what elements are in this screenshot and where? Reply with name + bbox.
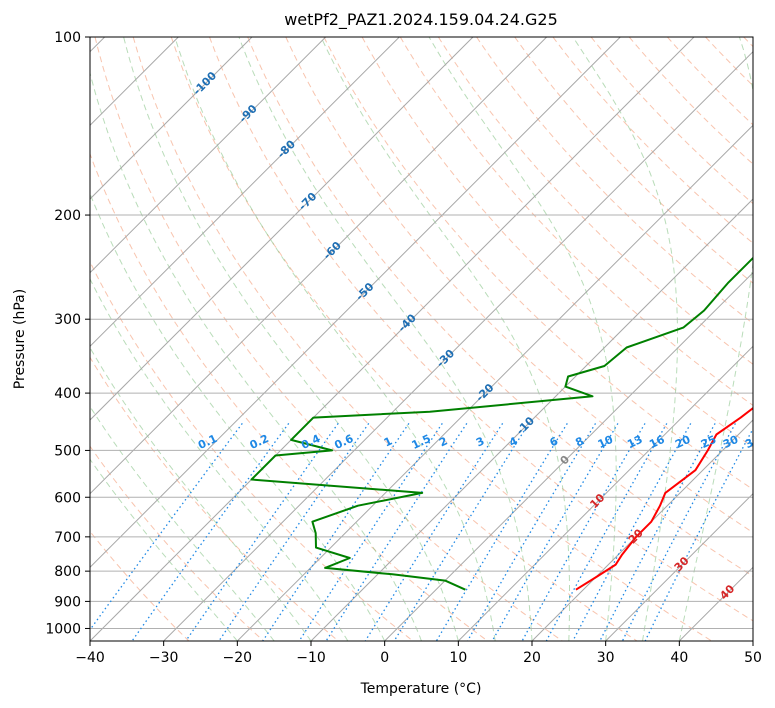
dry-adiabat	[132, 37, 638, 641]
x-tick-label: 20	[523, 650, 541, 666]
dry-adiabat	[361, 37, 753, 448]
y-tick-label: 800	[54, 564, 81, 580]
plot-area: -100-90-80-70-60-50-40-30-20-10010203040…	[90, 37, 763, 641]
mixing-ratio-line	[491, 423, 619, 641]
moist-adiabat	[428, 37, 617, 641]
mixing-ratio-line	[521, 423, 646, 641]
isotherm-line	[90, 37, 695, 641]
moist-adiabat	[320, 37, 570, 641]
y-tick-label: 200	[54, 208, 81, 224]
y-tick-label: 700	[54, 530, 81, 546]
mixing-ratio-label: 30	[721, 433, 741, 451]
x-tick-label: −20	[223, 650, 253, 666]
mixing-ratio-label: 25	[699, 433, 718, 451]
moist-adiabat	[238, 37, 533, 641]
mixing-ratio-label: 36	[743, 433, 763, 451]
x-tick-label: −10	[296, 650, 326, 666]
mixing-ratio-label: 20	[673, 433, 693, 451]
moist-adiabat	[123, 37, 459, 641]
isotherm-line	[90, 37, 327, 274]
dry-adiabat	[399, 37, 753, 407]
isotherm-line	[384, 271, 753, 641]
y-axis: 100 200 300 400 500 600 700 800 900 1000	[45, 30, 90, 637]
mixing-ratio-line	[262, 423, 410, 641]
moist-adiabat	[90, 458, 238, 641]
isotherm-line	[90, 37, 474, 421]
dry-adiabat	[552, 37, 753, 244]
mixing-ratio-line	[393, 423, 530, 641]
moist-adiabat	[90, 192, 386, 641]
dry-adiabat	[209, 37, 753, 622]
x-tick-label: 50	[744, 650, 762, 666]
x-axis: −40 −30 −20 −10 0 10 20 30 40 50	[75, 641, 762, 666]
y-tick-label: 900	[54, 594, 81, 610]
isotherm-line	[90, 37, 253, 200]
mixing-ratio-lines	[90, 423, 753, 641]
y-axis-label: Pressure (hPa)	[12, 289, 28, 389]
dry-adiabats	[90, 37, 753, 641]
x-tick-label: 30	[597, 650, 615, 666]
mixing-ratio-line	[90, 423, 243, 631]
dry-adiabat	[285, 37, 753, 534]
x-tick-label: 0	[380, 650, 389, 666]
mixing-ratio-line	[572, 423, 692, 641]
isotherm-line	[605, 492, 753, 641]
isotherm-line	[90, 37, 548, 495]
moist-adiabat	[90, 277, 349, 641]
chart-title: wetPf2_PAZ1.2024.159.04.24.G25	[284, 10, 558, 30]
dry-adiabat	[90, 152, 488, 641]
mixing-ratio-labels: 0.1 0.2 0.4 0.6 1 1.5 2 3 4 6 8 10 13 16 20 25 30 36	[196, 432, 763, 452]
dry-adiabat	[590, 37, 753, 205]
mixing-ratio-line	[131, 423, 290, 641]
x-tick-label: 10	[449, 650, 467, 666]
mixing-ratio-label: 16	[647, 433, 667, 451]
isotherm-line	[90, 37, 400, 348]
x-tick-label: −40	[75, 650, 105, 666]
isobar-grid	[90, 37, 753, 629]
temperature-line	[575, 406, 753, 591]
mixing-ratio-line	[185, 423, 339, 641]
y-tick-label: 500	[54, 443, 81, 459]
dry-adiabat	[170, 37, 712, 641]
moist-adiabat	[90, 405, 275, 641]
mixing-ratio-label: 10	[596, 433, 616, 451]
x-axis-label: Temperature (°C)	[360, 681, 482, 697]
dry-adiabat	[437, 37, 753, 365]
mixing-ratio-label: 13	[625, 433, 644, 451]
moist-adiabat	[174, 37, 496, 641]
y-tick-label: 1000	[45, 621, 81, 637]
isotherm-line	[90, 37, 621, 569]
mixing-ratio-line	[298, 423, 443, 641]
y-tick-label: 600	[54, 490, 81, 506]
dry-adiabat	[90, 530, 190, 641]
dry-adiabat	[90, 445, 264, 641]
isotherm-line	[236, 124, 753, 641]
dry-adiabat	[90, 356, 339, 641]
profile-series	[250, 256, 753, 591]
dry-adiabat	[94, 37, 563, 641]
moist-adiabat	[678, 37, 753, 641]
dry-adiabat	[90, 260, 414, 641]
y-tick-label: 300	[54, 312, 81, 328]
dry-adiabat	[247, 37, 753, 577]
isotherm-line	[310, 198, 753, 641]
plot-frame	[89, 36, 754, 642]
mixing-ratio-line	[435, 423, 568, 641]
mixing-ratio-line	[621, 423, 736, 641]
moist-adiabat	[572, 37, 678, 641]
y-tick-label: 400	[54, 386, 81, 402]
isotherm-line	[163, 50, 753, 641]
y-tick-label: 100	[54, 30, 81, 46]
isotherm-line	[457, 345, 753, 641]
mixing-ratio-line	[545, 423, 668, 641]
mixing-ratio-line	[599, 423, 716, 641]
x-tick-label: 40	[670, 650, 688, 666]
x-tick-label: −30	[149, 650, 179, 666]
dewpoint-line	[250, 256, 753, 591]
